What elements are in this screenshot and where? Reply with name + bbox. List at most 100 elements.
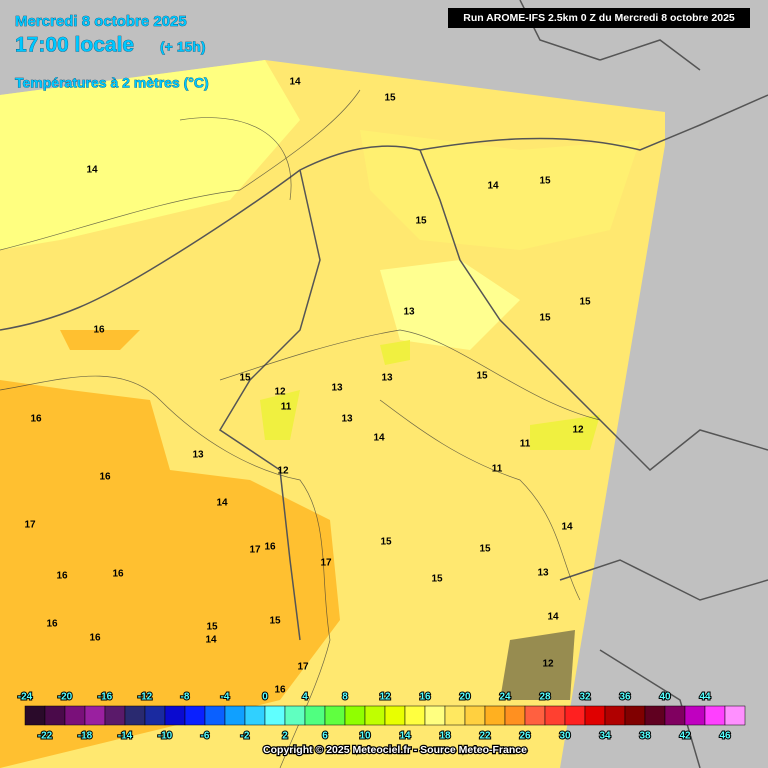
- scale-swatch: [204, 705, 226, 726]
- scale-label: 14: [399, 731, 411, 742]
- isotherm-label: 11: [520, 439, 531, 450]
- run: Run AROME-IFS 2.5km 0 Z du Mercredi 8 oc…: [463, 12, 735, 24]
- cool-zone: [360, 130, 640, 250]
- scale-label: 16: [419, 692, 431, 703]
- isotherms: [0, 89, 601, 768]
- scale-swatch: [664, 705, 686, 726]
- scale-label: 18: [439, 731, 451, 742]
- warm-zone: [0, 380, 340, 768]
- scale-label: -2: [241, 731, 250, 742]
- scale-label: -14: [118, 731, 133, 742]
- scale-label: 6: [322, 731, 328, 742]
- scale-swatch: [444, 705, 466, 726]
- warm-zone: [60, 330, 140, 350]
- isotherm-label: 14: [373, 433, 385, 444]
- scale-swatch: [304, 705, 326, 726]
- scale-swatch: [644, 705, 666, 726]
- scale-label: 44: [699, 692, 711, 703]
- scale-label: 38: [639, 731, 651, 742]
- scale-swatch: [44, 705, 66, 726]
- scale-label: 2: [282, 731, 288, 742]
- isotherm-label: 16: [274, 685, 286, 696]
- isotherm-label: 16: [30, 414, 42, 425]
- scale-label: -10: [158, 731, 173, 742]
- scale-label: 24: [499, 692, 511, 703]
- scale-swatch: [704, 705, 726, 726]
- scale-label: -16: [98, 692, 113, 703]
- isotherm-label: 15: [380, 537, 392, 548]
- scale-swatch: [504, 705, 526, 726]
- isotherm-label: 15: [239, 373, 251, 384]
- scale-label: 46: [719, 731, 731, 742]
- isotherm-label: 12: [277, 466, 289, 477]
- isotherm-label: 16: [264, 542, 276, 553]
- scale-swatch: [724, 705, 746, 726]
- isotherm-label: 14: [216, 498, 228, 509]
- isotherm-label: 17: [320, 558, 332, 569]
- isotherm-label: 15: [479, 544, 491, 555]
- scale-label: -24: [18, 692, 33, 703]
- isotherm-label: 11: [492, 464, 503, 475]
- isotherm-label: 14: [561, 522, 573, 533]
- isotherm-label: 15: [206, 622, 218, 633]
- isotherm-label: 15: [539, 176, 551, 187]
- scale-swatch: [284, 705, 306, 726]
- isotherm-label: 13: [381, 373, 393, 384]
- scale-label: -8: [181, 692, 190, 703]
- scale-swatch: [344, 705, 366, 726]
- scale-swatch: [564, 705, 586, 726]
- isotherm-label: 15: [431, 574, 443, 585]
- scale-swatch: [384, 705, 406, 726]
- run-box: [448, 8, 750, 28]
- isotherm-label: 14: [289, 77, 301, 88]
- scale-label: -4: [221, 692, 230, 703]
- isotherm-label: 13: [403, 307, 415, 318]
- isotherm-label: 14: [86, 165, 98, 176]
- scale-label: 32: [579, 692, 591, 703]
- scale-label: 42: [679, 731, 691, 742]
- cool-zone: [380, 260, 520, 350]
- isotherm-label: 16: [46, 619, 58, 630]
- scale-label: 36: [619, 692, 631, 703]
- copyright: Copyright © 2025 Meteociel.fr - Source M…: [263, 744, 527, 756]
- isotherm-label: 13: [192, 450, 204, 461]
- isotherm-label: 16: [56, 571, 68, 582]
- scale-swatch: [404, 705, 426, 726]
- scale-label: 28: [539, 692, 551, 703]
- scale-swatch: [624, 705, 646, 726]
- isotherm-label: 14: [547, 612, 559, 623]
- scale-swatch: [64, 705, 86, 726]
- scale-swatch: [24, 705, 46, 726]
- scale-swatch: [484, 705, 506, 726]
- scale-swatch: [144, 705, 166, 726]
- scale-label: -6: [201, 731, 210, 742]
- isotherm-label: 12: [542, 659, 554, 670]
- scale-label: 12: [379, 692, 391, 703]
- scale-swatch: [604, 705, 626, 726]
- scale-swatch: [584, 705, 606, 726]
- isotherm-label: 15: [269, 616, 281, 627]
- isotherm-label: 13: [341, 414, 353, 425]
- scale-swatch: [244, 705, 266, 726]
- isotherm-label: 12: [274, 387, 286, 398]
- scale-label: 26: [519, 731, 531, 742]
- scale-swatch: [424, 705, 446, 726]
- scale-label: 40: [659, 692, 671, 703]
- scale-label: 22: [479, 731, 491, 742]
- scale-label: 30: [559, 731, 571, 742]
- scale-label: 20: [459, 692, 471, 703]
- scale-label: -18: [78, 731, 93, 742]
- scale-label: 8: [342, 692, 348, 703]
- cold-spot: [260, 340, 600, 450]
- scale-label: 4: [302, 692, 308, 703]
- scale-swatch: [124, 705, 146, 726]
- isotherm-label: 15: [539, 313, 551, 324]
- isotherm-label: 16: [112, 569, 124, 580]
- noise-zone: [500, 630, 575, 700]
- scale-label: -12: [138, 692, 153, 703]
- scale-swatch: [544, 705, 566, 726]
- time: 17:00 locale: [15, 34, 134, 57]
- scale-swatch: [364, 705, 386, 726]
